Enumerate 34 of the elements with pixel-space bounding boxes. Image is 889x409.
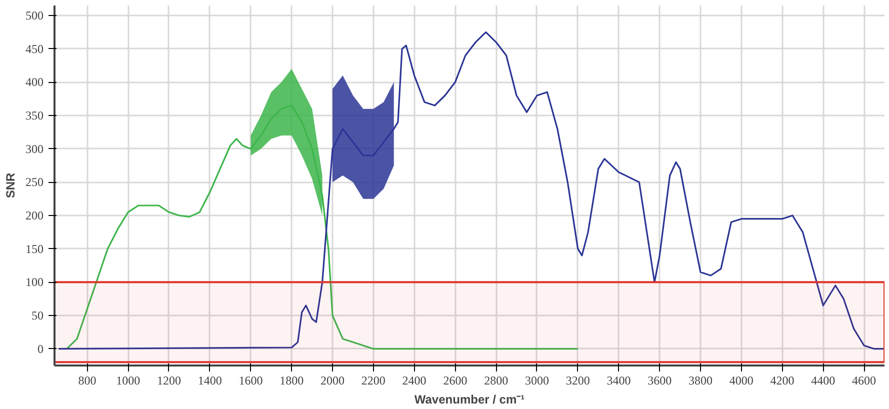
- x-tick-label: 3000: [524, 374, 549, 388]
- x-tick-label: 1400: [198, 374, 222, 388]
- y-tick-label: 350: [26, 108, 44, 122]
- x-tick-label: 1000: [116, 374, 140, 388]
- x-tick-label: 3200: [566, 374, 590, 388]
- x-axis-title: Wavenumber / cm⁻¹: [414, 392, 525, 406]
- y-tick-label: 50: [32, 308, 44, 322]
- x-tick-label: 3400: [606, 374, 631, 388]
- x-tick-label: 4000: [729, 374, 754, 388]
- x-tick-label: 2200: [361, 374, 386, 388]
- line-series: [58, 31, 884, 350]
- y-tick-label: 150: [26, 242, 44, 256]
- y-axis-title: SNR: [4, 172, 18, 198]
- y-tick-label: 250: [26, 175, 44, 190]
- y-tick-label: 200: [26, 208, 44, 222]
- y-tick-label: 450: [26, 42, 44, 56]
- y-tick-label: 400: [26, 75, 44, 90]
- x-tick-label: 800: [78, 374, 96, 388]
- x-tick-label: 4400: [811, 374, 836, 388]
- x-tick-label: 1200: [156, 374, 181, 388]
- y-tick-label: 300: [26, 142, 44, 156]
- x-tick-label: 2000: [320, 374, 345, 388]
- x-tick-label: 3600: [648, 374, 672, 388]
- y-tick-label: 100: [26, 275, 44, 290]
- x-tick-label: 2600: [443, 374, 468, 388]
- x-tick-label: 2800: [484, 374, 508, 388]
- x-tick-label: 2400: [402, 374, 426, 388]
- x-tick-label: 1600: [238, 374, 263, 388]
- x-tick-label: 3800: [688, 374, 713, 388]
- x-tick-label: 1800: [280, 374, 304, 388]
- y-tick-label: 500: [26, 8, 44, 22]
- x-tick-label: 4200: [770, 374, 794, 388]
- y-tick-label: 0: [38, 342, 44, 356]
- x-tick-label: 4600: [852, 374, 876, 388]
